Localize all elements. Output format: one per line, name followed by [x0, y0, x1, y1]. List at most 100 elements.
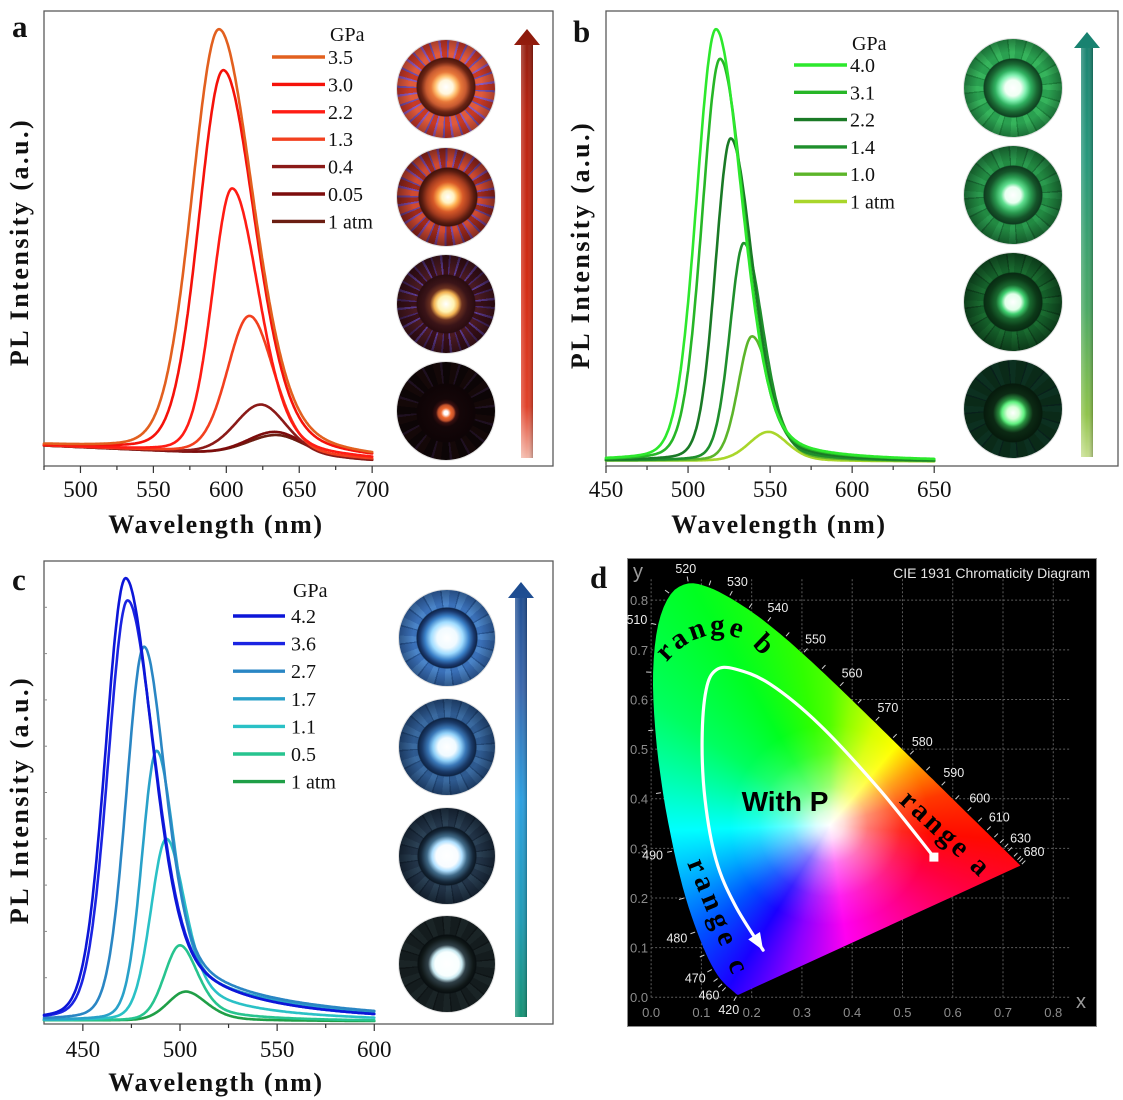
- spectrum-curve-3.1: [604, 57, 936, 461]
- spectrum-curve-2.2: [604, 137, 936, 462]
- pressure-increase-arrow: [1074, 32, 1100, 457]
- wavelength-tick: [1019, 857, 1024, 863]
- x-tick-label: 550: [260, 1037, 295, 1062]
- wavelength-tick: [839, 681, 844, 687]
- annotation-with-pressure: With P: [742, 786, 829, 817]
- legend-label: 2.2: [850, 110, 875, 132]
- x-tick-label: 650: [282, 477, 317, 502]
- wavelength-tick: [999, 838, 1004, 844]
- dac-photo: [397, 40, 495, 138]
- wavelength-label: 630: [1010, 832, 1031, 846]
- legend-entry: 0.05: [272, 184, 363, 206]
- legend-label: 1.3: [328, 129, 353, 151]
- wavelength-tick: [967, 807, 972, 812]
- legend-entry: 2.7: [233, 661, 316, 683]
- wavelength-tick: [707, 969, 713, 973]
- wavelength-label: 610: [989, 811, 1010, 825]
- y-tick-label: 0.6: [630, 692, 648, 707]
- x-tick-label: 650: [917, 477, 952, 502]
- wavelength-tick: [655, 792, 662, 794]
- wavelength-tick: [651, 622, 657, 625]
- x-tick-label: 500: [163, 1037, 198, 1062]
- x-tick-label: 500: [63, 477, 98, 502]
- spectrum-curve-1.1: [42, 837, 376, 1021]
- y-tick-label: 0.0: [630, 990, 648, 1005]
- legend-label: 3.1: [850, 82, 875, 104]
- wavelength-tick: [1004, 843, 1009, 848]
- wavelength-label: 460: [699, 989, 720, 1003]
- wavelength-label: 530: [727, 575, 748, 589]
- y-axis-title: PL Intensity (a.u.): [566, 121, 595, 369]
- wavelength-label: 550: [805, 633, 826, 647]
- x-tick-label: 0.4: [843, 1005, 861, 1020]
- wavelength-tick: [721, 987, 727, 992]
- wavelength-tick: [785, 632, 790, 637]
- legend-entry: 1 atm: [233, 772, 336, 794]
- wavelength-tick: [667, 850, 673, 853]
- x-tick-label: 550: [136, 477, 171, 502]
- spectra-curves: [42, 27, 374, 462]
- legend-entry: 1.0: [794, 164, 875, 186]
- legend-label: 3.6: [291, 634, 316, 656]
- arrow-shaft-shading: [515, 597, 527, 1017]
- dac-photo: [397, 255, 495, 353]
- legend-title: GPa: [330, 24, 365, 46]
- legend-label: 0.05: [328, 184, 363, 206]
- dac-photo: [397, 148, 495, 246]
- wavelength-tick: [926, 766, 931, 771]
- legend-entry: 1.4: [794, 137, 875, 159]
- wavelength-tick: [986, 826, 992, 831]
- x-tick-label: 0.7: [994, 1005, 1012, 1020]
- arrow-up-icon: [1074, 32, 1100, 48]
- arrowhead-icon: [748, 932, 764, 951]
- wavelength-label: 520: [675, 562, 696, 576]
- y-tick-label: 0.2: [630, 891, 648, 906]
- x-tick-label: 600: [357, 1037, 392, 1062]
- legend-entry: 3.5: [272, 47, 353, 69]
- dac-photo: [964, 39, 1062, 137]
- pressure-increase-arrow: [514, 29, 540, 458]
- wavelength-tick: [1021, 860, 1026, 865]
- legend-entry: 1 atm: [272, 211, 373, 233]
- wavelength-tick: [708, 580, 712, 586]
- wavelength-label: 470: [685, 972, 706, 986]
- plot-frame: [605, 10, 1119, 467]
- legend-label: 1 atm: [850, 192, 895, 214]
- y-tick-label: 0.8: [630, 593, 648, 608]
- wavelength-label: 490: [642, 848, 663, 862]
- wavelength-label: 420: [718, 1003, 739, 1017]
- legend-label: 2.2: [328, 102, 353, 124]
- wavelength-tick: [729, 590, 733, 596]
- legend-entry: 1 atm: [794, 192, 895, 214]
- wavelength-label: 600: [969, 792, 990, 806]
- spectrum-curve-4.0: [604, 27, 936, 461]
- spectrum-curve-0.5: [42, 944, 376, 1022]
- arrow-shaft-shading: [1081, 47, 1093, 457]
- legend-label: 0.5: [291, 744, 316, 766]
- annotation-range-c: range c: [681, 854, 758, 983]
- x-tick-label: 500: [671, 477, 706, 502]
- plot-panel-c: 450 500 550 600 GPa 4.2 3.6 2.7 1.7 1.1 0.5 1 atm: [42, 560, 554, 1062]
- wavelength-label: 480: [666, 932, 687, 946]
- arrow-up-icon: [508, 582, 534, 598]
- legend-label: 4.0: [850, 55, 875, 77]
- trajectory-line: [700, 665, 936, 952]
- legend-entry: 2.2: [272, 102, 353, 124]
- wavelength-tick: [699, 954, 705, 958]
- cie-x-axis-label: x: [1076, 991, 1086, 1013]
- legend-entry: 3.1: [794, 82, 875, 104]
- wavelength-tick: [955, 795, 960, 800]
- legend-label: 3.5: [328, 47, 353, 69]
- wavelength-tick: [686, 576, 689, 582]
- wavelength-label: 510: [626, 613, 647, 627]
- x-tick-label: 550: [753, 477, 788, 502]
- spectrum-curve-1.0: [604, 335, 936, 463]
- wavelength-tick: [978, 817, 983, 822]
- spectrum-curve-1.4: [604, 241, 936, 462]
- wavelength-label: 580: [912, 735, 933, 749]
